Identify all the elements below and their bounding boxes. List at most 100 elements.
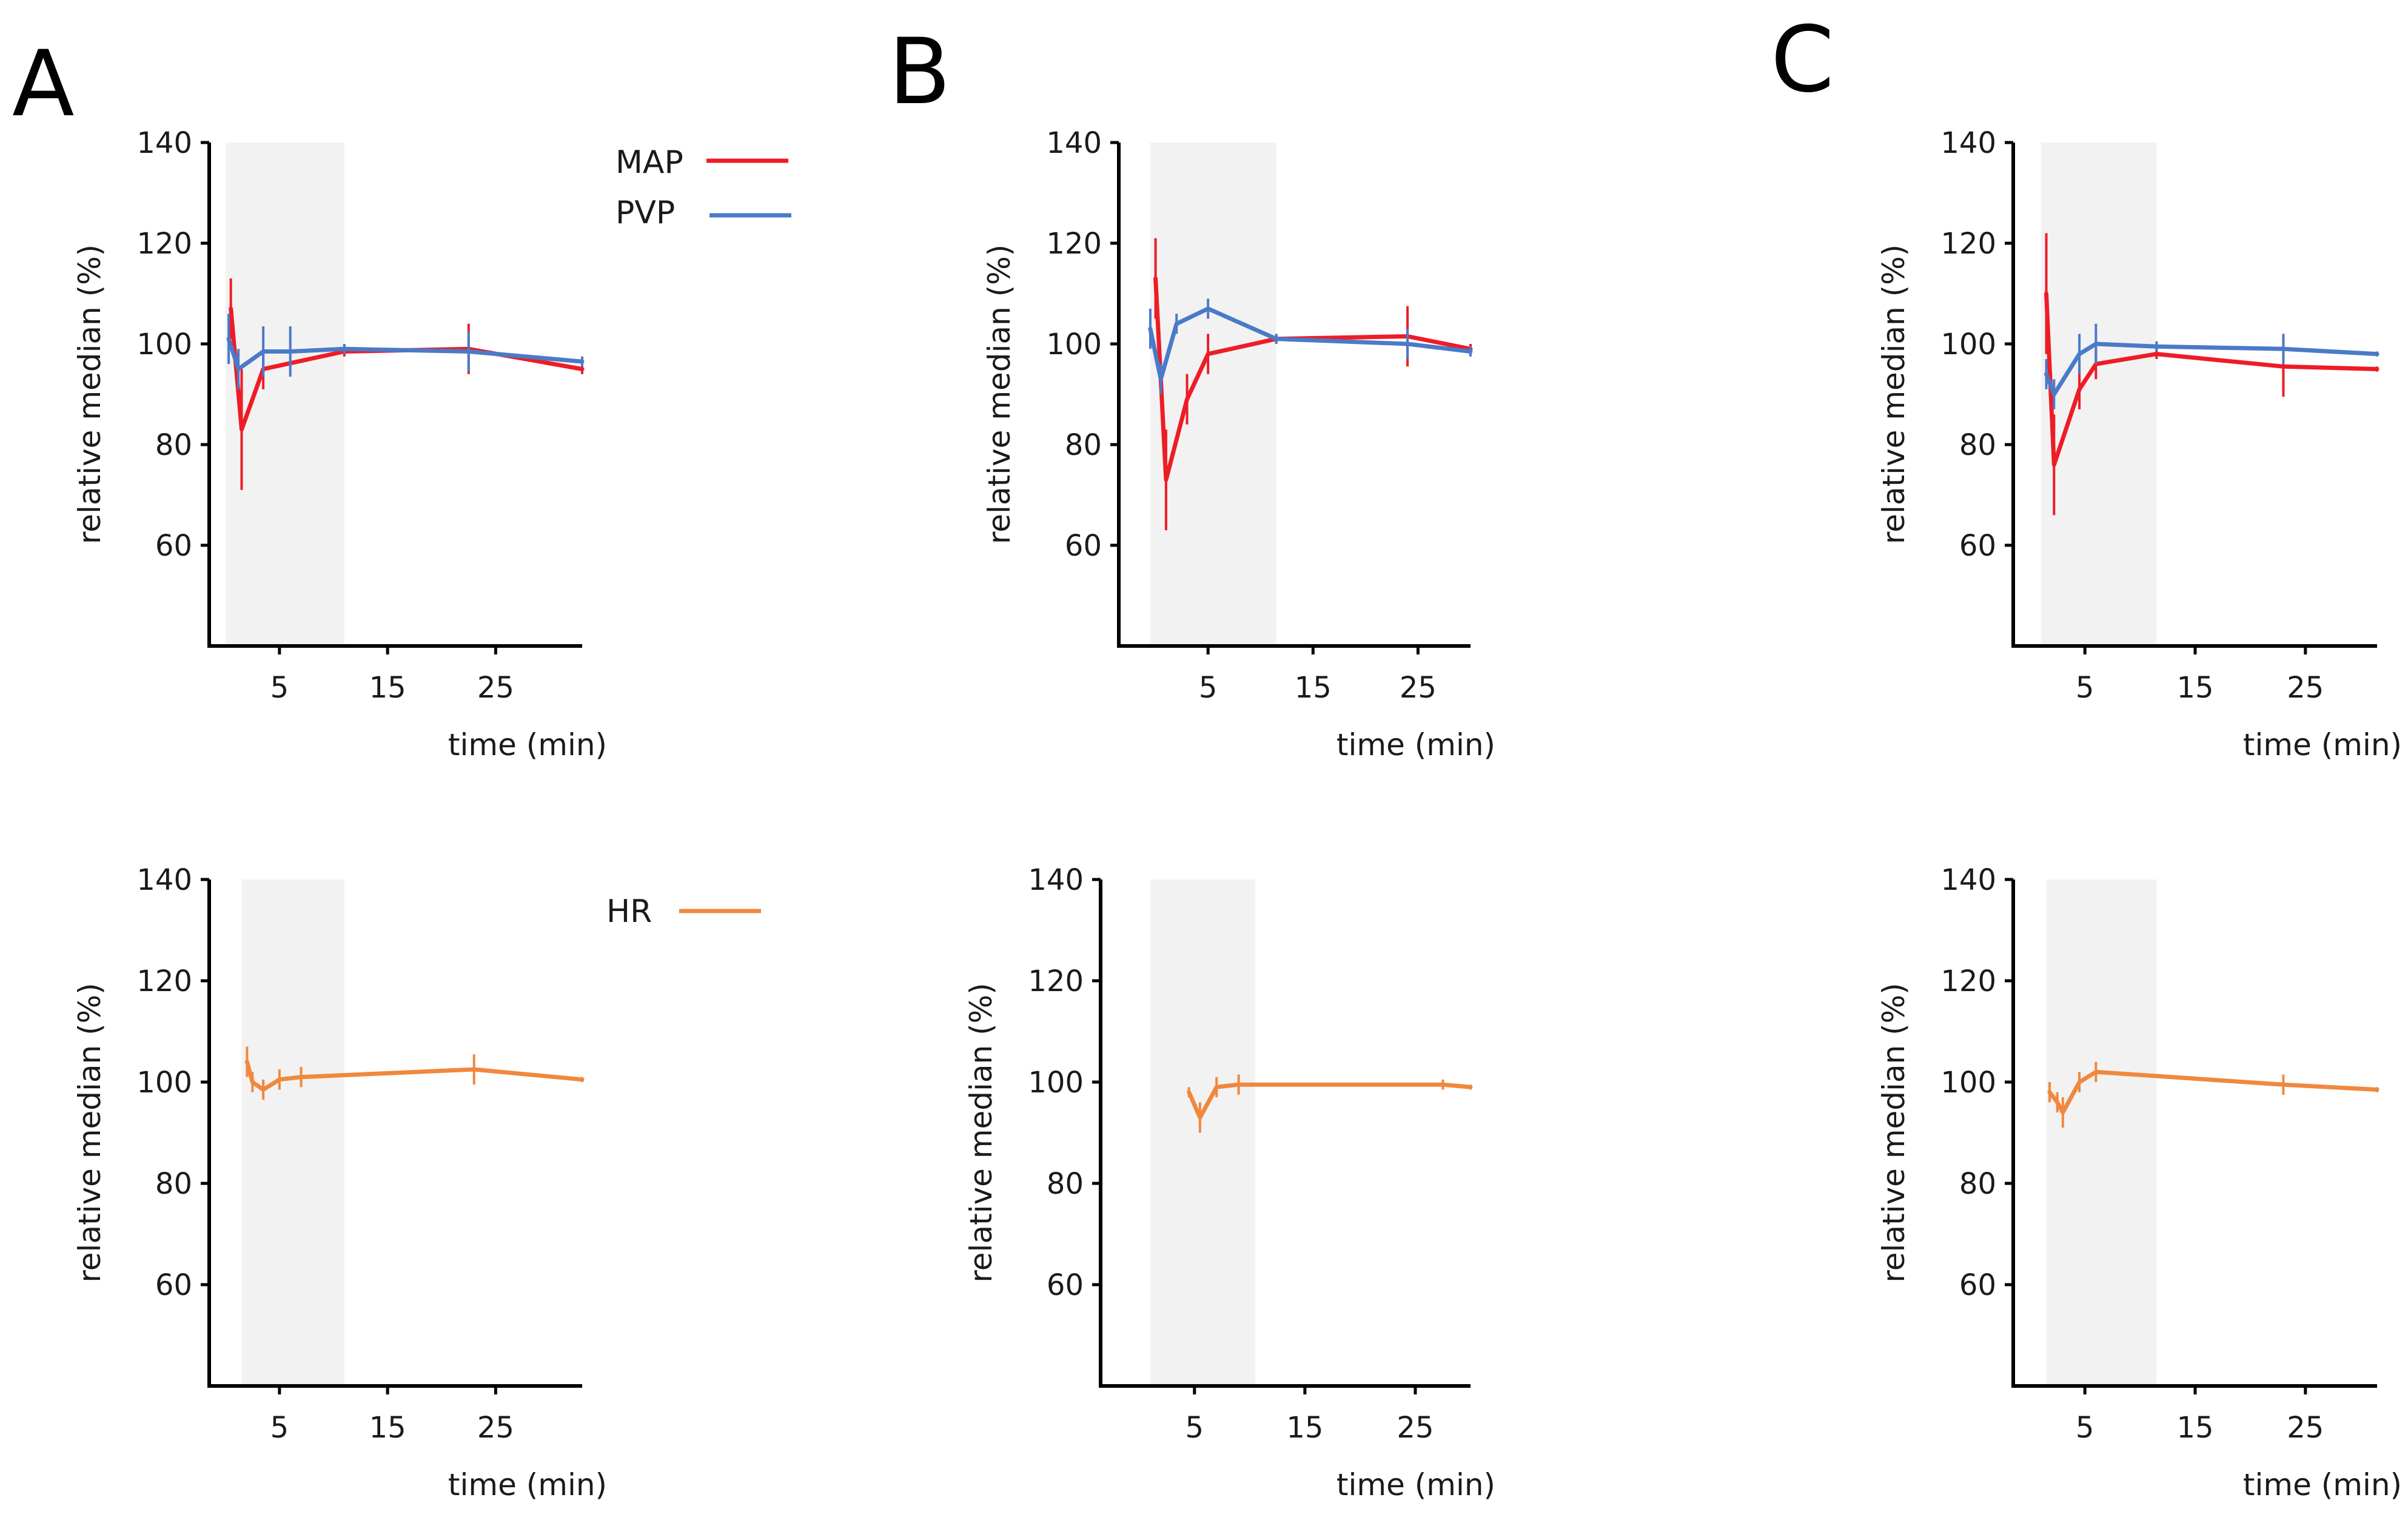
- legend-pvp-label: PVP: [615, 195, 675, 231]
- y-tick-label: 60: [155, 1268, 192, 1302]
- data-point-hr: [472, 1068, 476, 1072]
- data-point-hr: [2048, 1090, 2051, 1094]
- y-tick-label: 100: [1940, 328, 1996, 362]
- legend-bottom: HR: [606, 893, 761, 930]
- y-tick-label: 100: [1940, 1066, 1996, 1100]
- y-tick-label: 60: [1959, 529, 1996, 563]
- y-tick-label: 120: [1028, 964, 1084, 998]
- data-point-hr: [250, 1080, 255, 1084]
- y-tick-label: 80: [1959, 1167, 1996, 1201]
- chart-c-top: 60 80 100 120 140 5 15 25 time (min) relative med…: [1876, 126, 2402, 762]
- data-point-hr: [277, 1077, 281, 1081]
- data-point-map: [1164, 478, 1168, 482]
- data-point-map: [2155, 352, 2159, 356]
- chart-b-bottom: 60 80 100 120 140 5 15 25 time (min) relative med…: [964, 863, 1495, 1502]
- x-axis-label: time (min): [2243, 727, 2402, 762]
- y-axis-label: relative median (%): [964, 983, 999, 1282]
- y-tick-label: 100: [1046, 328, 1102, 362]
- x-tick-label: 25: [477, 671, 514, 705]
- x-tick-label: 25: [2287, 671, 2324, 705]
- x-tick-label: 15: [2176, 671, 2213, 705]
- data-point-hr: [2281, 1083, 2286, 1087]
- data-point-hr: [1215, 1085, 1219, 1089]
- x-tick-label: 5: [2076, 671, 2094, 705]
- data-point-hr: [580, 1077, 584, 1081]
- y-axis-label: relative median (%): [982, 244, 1017, 544]
- data-point-pvp: [1206, 306, 1210, 311]
- data-point-pvp: [2155, 345, 2159, 349]
- data-point-map: [229, 306, 233, 311]
- data-point-pvp: [2375, 352, 2379, 356]
- y-tick-label: 120: [1940, 964, 1996, 998]
- x-axis-label: time (min): [448, 1467, 607, 1502]
- panel-letter-b: B: [888, 19, 951, 125]
- x-tick-label: 15: [369, 671, 406, 705]
- data-point-pvp: [236, 367, 241, 371]
- y-tick-label: 140: [136, 126, 192, 160]
- y-tick-label: 120: [1046, 227, 1102, 261]
- data-point-pvp: [261, 349, 266, 354]
- x-tick-label: 25: [1397, 1411, 1434, 1445]
- data-point-pvp: [342, 347, 346, 351]
- data-point-pvp: [2044, 372, 2048, 376]
- y-axis-label: relative median (%): [72, 244, 107, 544]
- y-tick-label: 60: [1047, 1268, 1084, 1302]
- data-point-map: [580, 367, 584, 371]
- legend-top: MAP PVP: [615, 144, 791, 231]
- x-tick-label: 15: [369, 1411, 406, 1445]
- data-point-pvp: [2052, 392, 2056, 396]
- data-point-map: [2052, 463, 2056, 467]
- y-tick-label: 100: [136, 1066, 192, 1100]
- data-point-pvp: [2094, 342, 2098, 346]
- data-point-hr: [1198, 1115, 1202, 1120]
- data-point-pvp: [2078, 352, 2082, 356]
- x-axis-label: time (min): [448, 727, 607, 762]
- y-axis-label: relative median (%): [72, 983, 107, 1282]
- y-tick-label: 60: [1959, 1268, 1996, 1302]
- shaded-interval: [2041, 143, 2157, 646]
- shaded-interval: [2046, 879, 2157, 1386]
- x-tick-label: 5: [1186, 1411, 1204, 1445]
- y-tick-label: 120: [1940, 227, 1996, 261]
- y-tick-label: 80: [1047, 1167, 1084, 1201]
- shaded-interval: [241, 879, 344, 1386]
- data-point-hr: [2375, 1088, 2379, 1092]
- data-point-hr: [1236, 1083, 1241, 1087]
- data-point-hr: [1187, 1090, 1191, 1094]
- data-point-pvp: [1148, 327, 1152, 331]
- data-point-hr: [2061, 1111, 2065, 1115]
- x-axis-label: time (min): [1336, 1467, 1495, 1502]
- data-point-pvp: [1175, 321, 1179, 326]
- shaded-interval: [225, 143, 344, 646]
- x-axis-label: time (min): [1336, 727, 1495, 762]
- legend-map-label: MAP: [615, 144, 683, 181]
- x-tick-label: 5: [1199, 671, 1218, 705]
- y-tick-label: 140: [1046, 126, 1102, 160]
- panel-letter-a: A: [12, 32, 75, 137]
- data-point-map: [2281, 365, 2286, 369]
- data-point-map: [2375, 367, 2379, 371]
- data-point-map: [1153, 277, 1158, 281]
- x-tick-label: 25: [477, 1411, 514, 1445]
- data-point-hr: [1469, 1085, 1472, 1089]
- x-tick-label: 15: [1295, 671, 1332, 705]
- data-point-map: [2078, 387, 2082, 391]
- data-point-pvp: [1406, 342, 1410, 346]
- chart-c-bottom: 60 80 100 120 140 5 15 25 time (min) relative med…: [1876, 863, 2402, 1502]
- y-tick-label: 80: [155, 428, 192, 462]
- y-tick-label: 120: [136, 227, 192, 261]
- panel-letter-c: C: [1771, 7, 1834, 113]
- data-point-pvp: [466, 349, 471, 354]
- x-tick-label: 25: [1400, 671, 1437, 705]
- y-tick-label: 60: [155, 529, 192, 563]
- y-axis-label: relative median (%): [1876, 983, 1911, 1282]
- y-tick-label: 100: [1028, 1066, 1084, 1100]
- data-point-map: [240, 428, 244, 432]
- x-tick-label: 5: [270, 671, 289, 705]
- data-point-pvp: [1274, 337, 1278, 341]
- series-line-hr: [1187, 1082, 1473, 1120]
- data-point-map: [1185, 397, 1189, 402]
- data-point-map: [2044, 292, 2048, 295]
- data-point-hr: [2094, 1070, 2098, 1074]
